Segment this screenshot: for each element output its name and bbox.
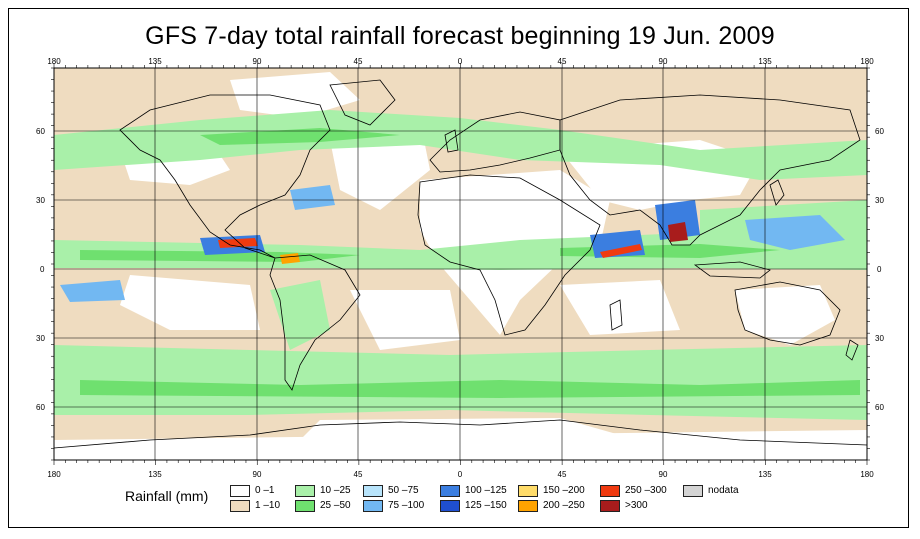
lat-label: 60 — [36, 127, 45, 136]
legend-title: Rainfall (mm) — [125, 488, 209, 504]
legend-swatch — [600, 485, 620, 497]
legend-swatch — [230, 485, 250, 497]
coast-north-america — [119, 94, 331, 259]
lon-label: 180 — [860, 470, 874, 479]
legend-label: 0 –1 — [255, 485, 275, 496]
figure-frame — [8, 8, 909, 528]
lat-label: 0 — [40, 265, 45, 274]
lon-label: 135 — [148, 470, 162, 479]
coast-british-isles — [444, 129, 459, 153]
lon-label: 90 — [659, 470, 668, 479]
lon-labels-top: 180 135 90 45 0 45 90 135 180 — [47, 57, 874, 66]
legend-swatch — [230, 500, 250, 512]
lon-label: 45 — [558, 57, 567, 66]
lat-label: 0 — [877, 265, 882, 274]
lat-label: 30 — [36, 196, 45, 205]
lon-label: 45 — [558, 470, 567, 479]
rain-area-w-pacific — [745, 215, 845, 250]
coastlines — [54, 79, 867, 449]
legend-swatch — [295, 500, 315, 512]
rain-area-e-pacific — [60, 280, 125, 302]
coast-asia — [559, 94, 861, 246]
lat-labels-left: 60 30 0 30 60 — [36, 127, 45, 412]
legend-label: 125 –150 — [465, 500, 507, 511]
legend-label: 150 –200 — [543, 485, 585, 496]
coast-greenland — [329, 79, 396, 126]
lat-label: 60 — [36, 403, 45, 412]
rain-band-sh-core — [80, 380, 860, 398]
lon-label: 0 — [458, 470, 463, 479]
rainfall-legend: Rainfall (mm) 0 –1 1 –10 10 –25 25 –50 5… — [125, 484, 905, 524]
rain-area-n-atlantic-low — [290, 185, 335, 210]
lon-label: 135 — [758, 57, 772, 66]
legend-swatch — [518, 485, 538, 497]
legend-swatch — [440, 500, 460, 512]
lon-label: 90 — [253, 57, 262, 66]
lat-label: 30 — [875, 196, 884, 205]
coast-australia — [734, 281, 841, 346]
dry-region-s-indian — [560, 280, 680, 335]
lon-label: 135 — [148, 57, 162, 66]
dry-region-s-atlantic — [350, 290, 460, 350]
dry-region-arctic — [230, 72, 360, 118]
lon-label: 90 — [253, 470, 262, 479]
rain-extreme-indian-ocean — [600, 244, 642, 258]
lat-label: 60 — [875, 403, 884, 412]
lon-label: 135 — [758, 470, 772, 479]
rain-band-nh-core — [200, 128, 400, 145]
rain-extreme-colombia — [280, 253, 300, 264]
legend-swatch — [683, 485, 703, 497]
rain-band-s-america — [270, 280, 330, 350]
legend-label: 50 –75 — [388, 485, 419, 496]
lon-label: 180 — [47, 470, 61, 479]
rain-area-bay-of-bengal — [655, 200, 700, 240]
legend-label: 200 –250 — [543, 500, 585, 511]
legend-swatch — [363, 485, 383, 497]
legend-label: 10 –25 — [320, 485, 351, 496]
legend-label: 1 –10 — [255, 500, 281, 511]
lon-label: 180 — [47, 57, 61, 66]
lon-label: 0 — [458, 57, 463, 66]
legend-swatch — [600, 500, 620, 512]
graticule — [54, 68, 867, 460]
legend-swatch — [518, 500, 538, 512]
legend-swatch — [363, 500, 383, 512]
legend-label: 250 –300 — [625, 485, 667, 496]
lon-label: 45 — [354, 470, 363, 479]
legend-label: 100 –125 — [465, 485, 507, 496]
map-title: GFS 7-day total rainfall forecast beginn… — [145, 22, 775, 50]
legend-label: nodata — [708, 485, 739, 496]
lon-label: 45 — [354, 57, 363, 66]
rain-extreme-bay-of-bengal — [668, 222, 688, 242]
lon-label: 90 — [659, 57, 668, 66]
coast-new-zealand — [845, 339, 859, 361]
legend-swatch — [295, 485, 315, 497]
rain-extreme-central-america — [218, 238, 258, 248]
legend-label: 75 –100 — [388, 500, 425, 511]
coast-japan — [769, 179, 785, 206]
lon-label: 180 — [860, 57, 874, 66]
minor-ticks — [51, 63, 870, 465]
coast-south-america — [269, 254, 361, 391]
lat-label: 60 — [875, 127, 884, 136]
legend-label: 25 –50 — [320, 500, 351, 511]
dry-region-australia — [735, 285, 835, 345]
lat-label: 30 — [875, 334, 884, 343]
legend-swatch — [440, 485, 460, 497]
lat-labels-right: 60 30 0 30 60 — [875, 127, 884, 412]
coast-africa — [417, 174, 601, 336]
lon-labels-bottom: 180 135 90 45 0 45 90 135 180 — [47, 470, 874, 479]
coast-madagascar — [609, 299, 623, 331]
legend-label: >300 — [625, 500, 648, 511]
coast-antarctica — [54, 419, 867, 449]
lat-label: 30 — [36, 334, 45, 343]
